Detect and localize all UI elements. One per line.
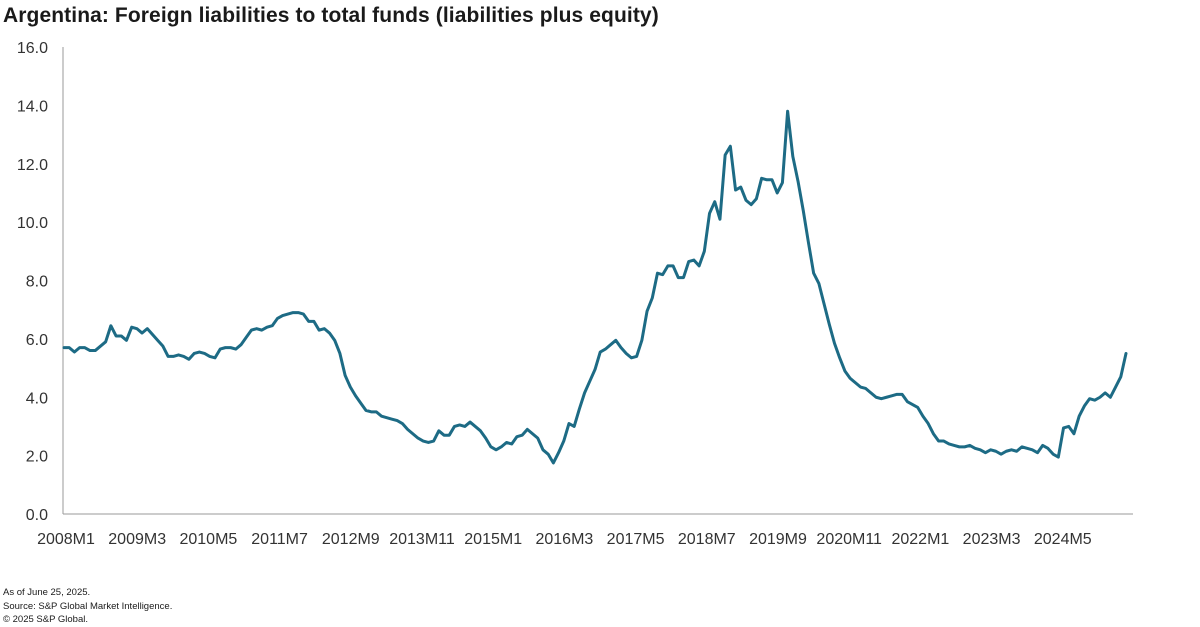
y-tick-label: 4.0	[26, 390, 48, 407]
x-tick-label: 2009M3	[108, 531, 166, 548]
y-tick-label: 16.0	[17, 40, 48, 57]
x-tick-label: 2023M3	[963, 531, 1021, 548]
y-tick-label: 14.0	[17, 98, 48, 115]
x-tick-label: 2017M5	[607, 531, 665, 548]
x-tick-label: 2015M1	[464, 531, 522, 548]
x-tick-label: 2011M7	[251, 531, 308, 548]
x-tick-label: 2008M1	[37, 531, 95, 548]
copyright-note: © 2025 S&P Global.	[3, 614, 88, 625]
x-tick-label: 2018M7	[678, 531, 736, 548]
footnotes: As of June 25, 2025. Source: S&P Global …	[3, 586, 172, 627]
series-line	[62, 109, 1128, 465]
y-tick-labels: 0.0 2.0 4.0 6.0 8.0 10.0 12.0 14.0 16.0	[17, 40, 48, 524]
x-tick-label: 2016M3	[535, 531, 593, 548]
x-tick-label: 2020M11	[816, 531, 882, 548]
x-tick-label: 2019M9	[749, 531, 807, 548]
x-tick-label: 2024M5	[1034, 531, 1092, 548]
x-tick-label: 2012M9	[322, 531, 380, 548]
as-of-note: As of June 25, 2025.	[3, 587, 91, 598]
y-tick-label: 2.0	[26, 449, 48, 466]
y-tick-label: 10.0	[17, 215, 48, 232]
y-tick-label: 8.0	[26, 274, 48, 291]
y-tick-label: 6.0	[26, 332, 48, 349]
x-tick-label: 2013M11	[389, 531, 455, 548]
source-note: Source: S&P Global Market Intelligence.	[3, 600, 173, 612]
x-tick-label: 2022M1	[891, 531, 949, 548]
series-points	[63, 111, 1127, 463]
y-tick-label: 12.0	[17, 157, 48, 174]
x-tick-labels: 2008M1 2009M3 2010M5 2011M7 2012M9 2013M11 201…	[37, 531, 1092, 548]
x-tick-label: 2010M5	[179, 531, 237, 548]
chart-title: Argentina: Foreign liabilities to total …	[3, 4, 659, 27]
y-tick-label: 0.0	[26, 507, 48, 524]
